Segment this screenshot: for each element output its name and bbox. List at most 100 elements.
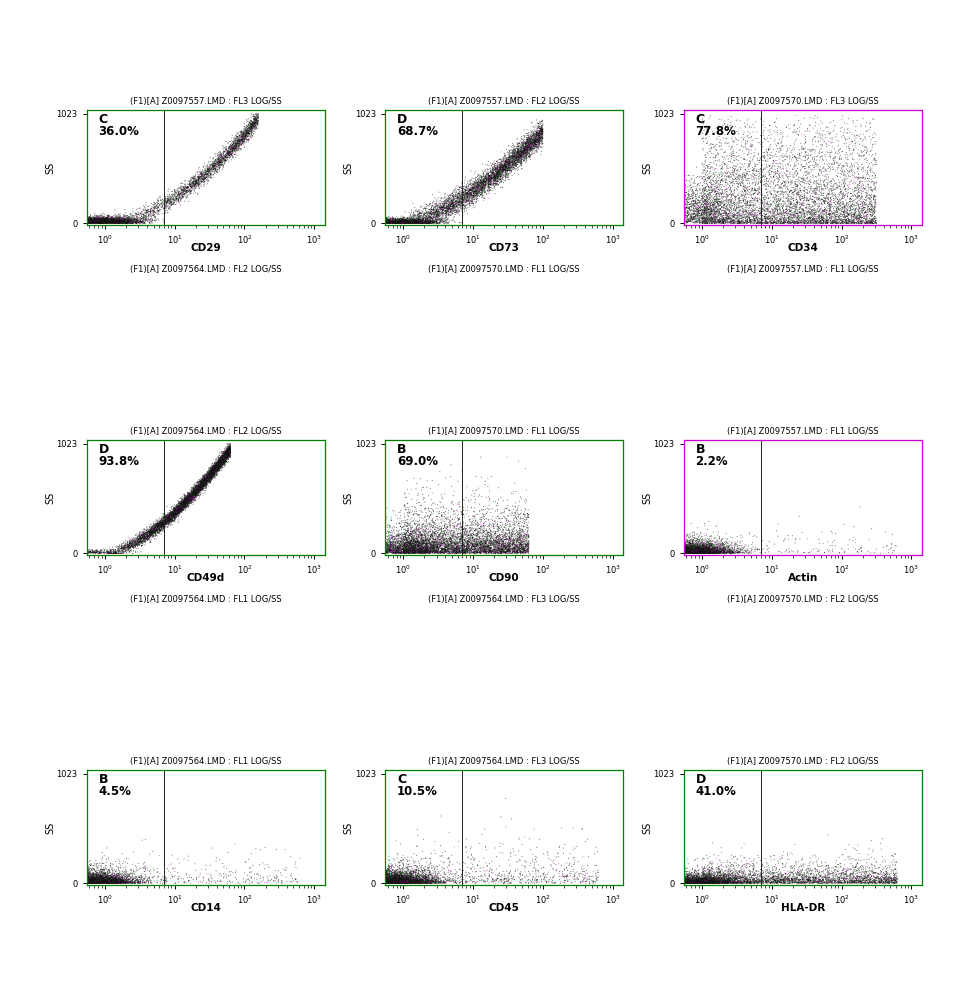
Point (379, 875, 395, 891)
Point (102, 215, 117, 231)
Point (221, 444, 237, 460)
Point (702, 199, 717, 215)
Point (76, 215, 91, 231)
Point (752, 206, 768, 222)
Point (799, 201, 815, 217)
Point (135, 534, 150, 550)
Point (99, 875, 115, 891)
Point (215, 452, 230, 468)
Point (660, 872, 675, 888)
Point (517, 142, 533, 158)
Point (381, 875, 397, 891)
Point (398, 213, 413, 229)
Point (207, 160, 222, 176)
Point (361, 545, 377, 561)
Point (686, 874, 701, 890)
Point (391, 869, 406, 885)
Point (535, 866, 551, 882)
Point (399, 871, 414, 887)
Point (132, 870, 147, 886)
Point (361, 504, 377, 520)
Point (811, 871, 826, 887)
Point (395, 874, 410, 890)
Point (116, 215, 131, 231)
Point (247, 121, 263, 137)
Point (515, 526, 531, 542)
Point (407, 213, 423, 229)
Point (221, 447, 236, 463)
Point (187, 484, 202, 500)
Point (438, 193, 454, 209)
Point (742, 205, 758, 221)
Point (165, 507, 180, 523)
Point (403, 541, 419, 557)
Point (407, 540, 423, 556)
Point (660, 544, 675, 560)
Point (367, 542, 382, 558)
Point (191, 874, 206, 890)
Point (427, 537, 442, 553)
Point (79, 875, 94, 891)
Point (695, 542, 711, 558)
Point (746, 209, 762, 225)
Point (220, 442, 235, 458)
Point (777, 176, 793, 192)
Point (861, 867, 876, 883)
Point (72, 542, 88, 558)
Point (361, 875, 377, 891)
Point (191, 482, 206, 498)
Point (460, 200, 476, 216)
Point (482, 542, 498, 558)
Point (63, 873, 78, 889)
Point (80, 545, 95, 561)
Point (521, 137, 536, 153)
Point (63, 866, 78, 882)
Point (415, 875, 430, 891)
Point (204, 458, 220, 474)
Point (99, 212, 115, 228)
Point (660, 545, 675, 561)
Point (400, 871, 415, 887)
Point (799, 873, 815, 889)
Point (220, 447, 235, 463)
Point (688, 871, 703, 887)
Point (74, 211, 90, 227)
Point (843, 206, 858, 222)
Point (424, 870, 439, 886)
Point (232, 132, 247, 148)
Point (183, 492, 198, 508)
Point (814, 867, 829, 883)
Point (452, 534, 467, 550)
Point (468, 534, 483, 550)
Point (455, 191, 470, 207)
Point (472, 529, 487, 545)
Point (514, 151, 530, 167)
Point (508, 510, 524, 526)
Point (180, 179, 195, 195)
Point (65, 867, 80, 883)
Point (86, 211, 101, 227)
Point (826, 873, 842, 889)
Point (675, 875, 690, 891)
Point (665, 873, 681, 889)
Point (410, 213, 426, 229)
Point (63, 874, 78, 890)
Point (394, 869, 409, 885)
Point (361, 214, 377, 230)
Point (70, 873, 86, 889)
Point (740, 196, 755, 212)
Point (373, 870, 388, 886)
Point (205, 460, 221, 476)
Point (822, 203, 838, 219)
Point (246, 121, 261, 137)
Point (667, 541, 683, 557)
Point (822, 202, 838, 218)
Point (93, 874, 109, 890)
Point (79, 875, 94, 891)
Point (425, 198, 440, 214)
Point (84, 869, 99, 885)
Point (91, 211, 106, 227)
Point (690, 540, 706, 556)
Point (865, 873, 880, 889)
Point (361, 873, 377, 889)
